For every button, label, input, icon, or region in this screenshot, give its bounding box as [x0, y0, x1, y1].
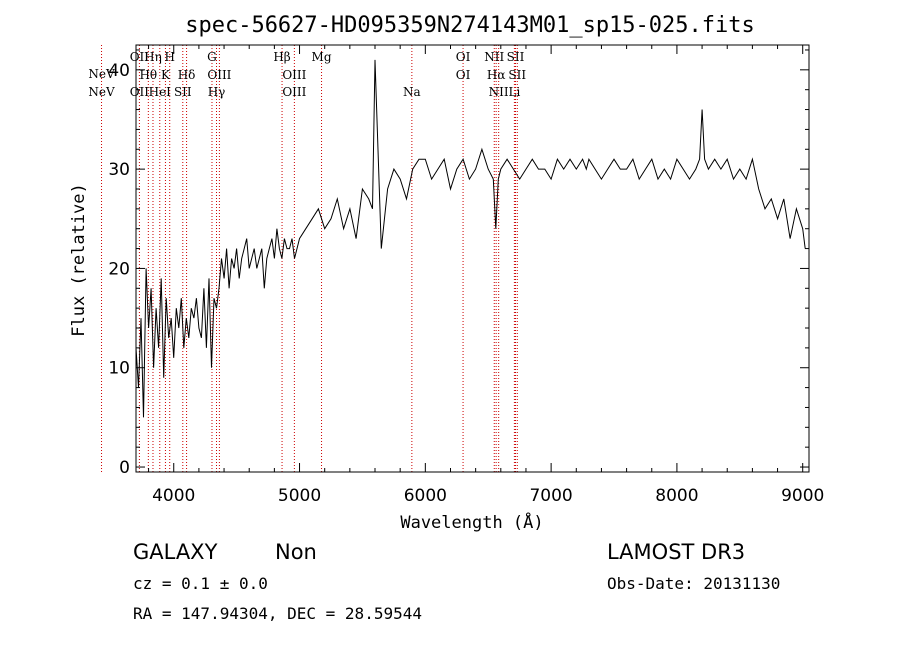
plot-frame	[135, 44, 810, 473]
line-label-5: Hθ	[139, 68, 157, 82]
line-label-6: HeI	[149, 85, 172, 99]
y-tick-label-0: 0	[119, 458, 130, 478]
ra-dec-line: RA = 147.94304, DEC = 28.59544	[133, 604, 422, 623]
x-axis-label: Wavelength (Å)	[400, 511, 543, 533]
line-label-22: Hα	[487, 68, 506, 82]
x-tick-label-3: 7000	[529, 486, 572, 506]
line-label-0: NeV	[88, 67, 115, 81]
x-tick-label-0: 4000	[152, 486, 195, 506]
line-label-19: OI	[456, 50, 471, 64]
line-label-3: OII	[130, 85, 150, 99]
line-label-9: Hδ	[178, 68, 196, 82]
y-tick-label-3: 30	[108, 160, 130, 180]
x-axis-ticks: 4000 5000 6000 7000 8000 9000	[148, 45, 824, 506]
x-tick-label-2: 6000	[404, 486, 447, 506]
y-axis-ticks: 0 10 20 30 40	[108, 49, 809, 478]
spectral-line-markers	[101, 45, 518, 472]
obs-date: Obs-Date: 20131130	[607, 574, 780, 593]
x-tick-label-4: 8000	[655, 486, 698, 506]
line-label-8: K	[161, 68, 171, 82]
object-subclass: Non	[275, 540, 317, 564]
line-label-15: OIII	[282, 68, 306, 82]
line-label-18: Na	[403, 85, 421, 99]
survey-name: LAMOST DR3	[607, 540, 745, 564]
y-tick-label-2: 20	[108, 259, 130, 279]
line-label-20: OI	[456, 68, 471, 82]
line-label-14: Hβ	[273, 50, 290, 64]
line-label-17: Mg	[312, 50, 332, 64]
line-label-11: G	[207, 50, 217, 64]
object-class: GALAXY	[133, 540, 218, 564]
redshift-line: cz = 0.1 ± 0.0	[133, 574, 268, 593]
line-label-2: OII	[130, 50, 150, 64]
y-tick-label-4: 40	[108, 61, 130, 81]
x-tick-label-1: 5000	[278, 486, 321, 506]
line-label-25: SII	[508, 68, 526, 82]
line-label-7: H	[164, 50, 174, 64]
y-tick-label-1: 10	[108, 359, 130, 379]
spectrum-series	[135, 59, 806, 418]
line-label-13: Hγ	[208, 85, 226, 99]
spectrum-line-0	[135, 59, 806, 418]
line-label-12: OIII	[207, 68, 231, 82]
line-label-24: SII	[507, 50, 525, 64]
line-label-10: SII	[174, 85, 192, 99]
line-label-16: OIII	[282, 85, 306, 99]
chart-title: spec-56627-HD095359N274143M01_sp15-025.f…	[185, 13, 755, 38]
line-label-23: NII	[489, 85, 509, 99]
line-label-21: NII	[484, 50, 504, 64]
x-tick-label-5: 9000	[781, 486, 824, 506]
line-label-1: NeV	[88, 85, 115, 99]
line-label-26: Li	[508, 85, 520, 99]
y-axis-label: Flux (relative)	[69, 183, 89, 337]
line-label-4: Hη	[144, 50, 162, 64]
